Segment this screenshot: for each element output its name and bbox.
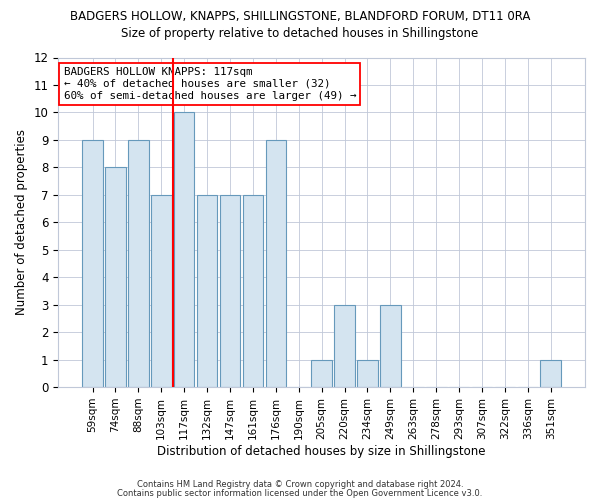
X-axis label: Distribution of detached houses by size in Shillingstone: Distribution of detached houses by size … <box>157 444 486 458</box>
Y-axis label: Number of detached properties: Number of detached properties <box>15 130 28 316</box>
Text: Size of property relative to detached houses in Shillingstone: Size of property relative to detached ho… <box>121 28 479 40</box>
Bar <box>220 195 241 387</box>
Bar <box>380 304 401 387</box>
Bar <box>82 140 103 387</box>
Bar <box>357 360 378 387</box>
Bar <box>128 140 149 387</box>
Text: BADGERS HOLLOW, KNAPPS, SHILLINGSTONE, BLANDFORD FORUM, DT11 0RA: BADGERS HOLLOW, KNAPPS, SHILLINGSTONE, B… <box>70 10 530 23</box>
Bar <box>334 304 355 387</box>
Bar <box>311 360 332 387</box>
Bar <box>242 195 263 387</box>
Bar <box>541 360 561 387</box>
Bar <box>266 140 286 387</box>
Text: Contains HM Land Registry data © Crown copyright and database right 2024.: Contains HM Land Registry data © Crown c… <box>137 480 463 489</box>
Bar <box>174 112 194 387</box>
Text: BADGERS HOLLOW KNAPPS: 117sqm
← 40% of detached houses are smaller (32)
60% of s: BADGERS HOLLOW KNAPPS: 117sqm ← 40% of d… <box>64 68 356 100</box>
Bar <box>105 168 126 387</box>
Bar <box>151 195 172 387</box>
Text: Contains public sector information licensed under the Open Government Licence v3: Contains public sector information licen… <box>118 488 482 498</box>
Bar <box>197 195 217 387</box>
